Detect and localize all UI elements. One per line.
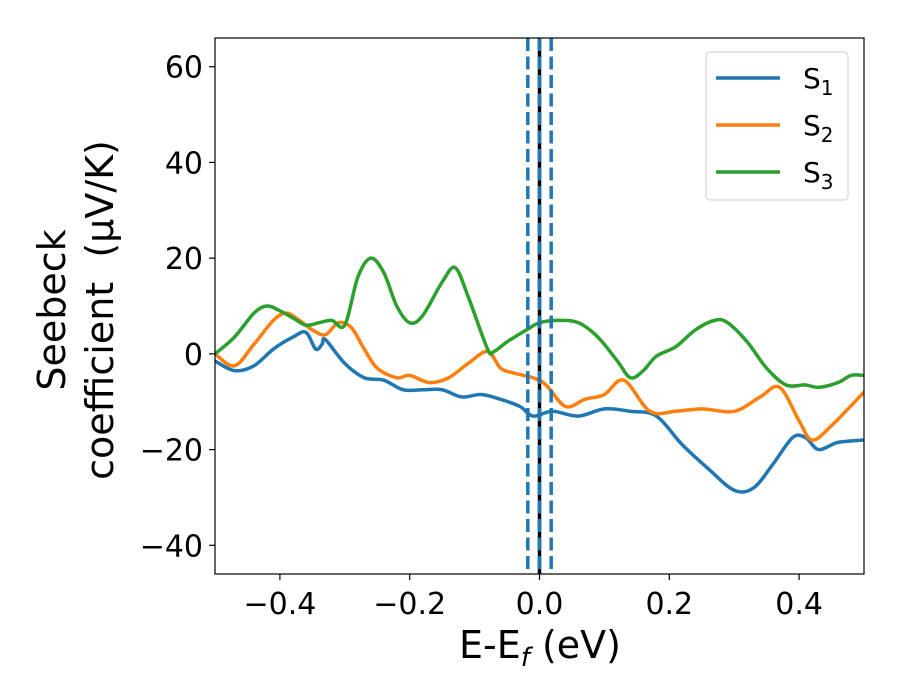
series-line-S1: [215, 330, 864, 494]
y-axis-title: Seebeck coefficient (μV/K): [30, 140, 122, 480]
y-tick-label-0: −40: [140, 529, 203, 564]
y-tick-label-2: 0: [184, 338, 203, 373]
y-tick-label-3: 20: [165, 242, 203, 277]
y-axis-title-line2: coefficient (μV/K): [78, 140, 122, 480]
series-line-S3: [215, 256, 864, 390]
x-axis-title-suffix: (eV): [530, 623, 621, 667]
y-tick-label-5: 60: [165, 51, 203, 86]
y-axis-title-line1: Seebeck: [30, 229, 74, 390]
x-tick-label-4: 0.4: [775, 587, 823, 622]
x-tick-label-3: 0.2: [645, 587, 693, 622]
legend: S1 S2 S3: [705, 51, 849, 201]
x-tick-label-0: −0.4: [243, 587, 316, 622]
legend-label-S2: S2: [803, 109, 834, 147]
tick-layer: −0.4 −0.2 0.0 0.2 0.4 −40 −20 0 20 40 60: [140, 51, 823, 622]
x-axis-title-main: E-E: [459, 623, 521, 667]
legend-label-S1: S1: [803, 62, 834, 100]
x-tick-label-1: −0.2: [373, 587, 446, 622]
series-line-S2: [215, 311, 864, 442]
y-tick-label-4: 40: [165, 146, 203, 181]
x-axis-title: E-Ef (eV): [459, 623, 621, 673]
x-tick-label-2: 0.0: [516, 587, 564, 622]
plot-layer: [215, 38, 864, 574]
legend-label-S3: S3: [803, 156, 834, 194]
y-tick-label-1: −20: [140, 434, 203, 469]
